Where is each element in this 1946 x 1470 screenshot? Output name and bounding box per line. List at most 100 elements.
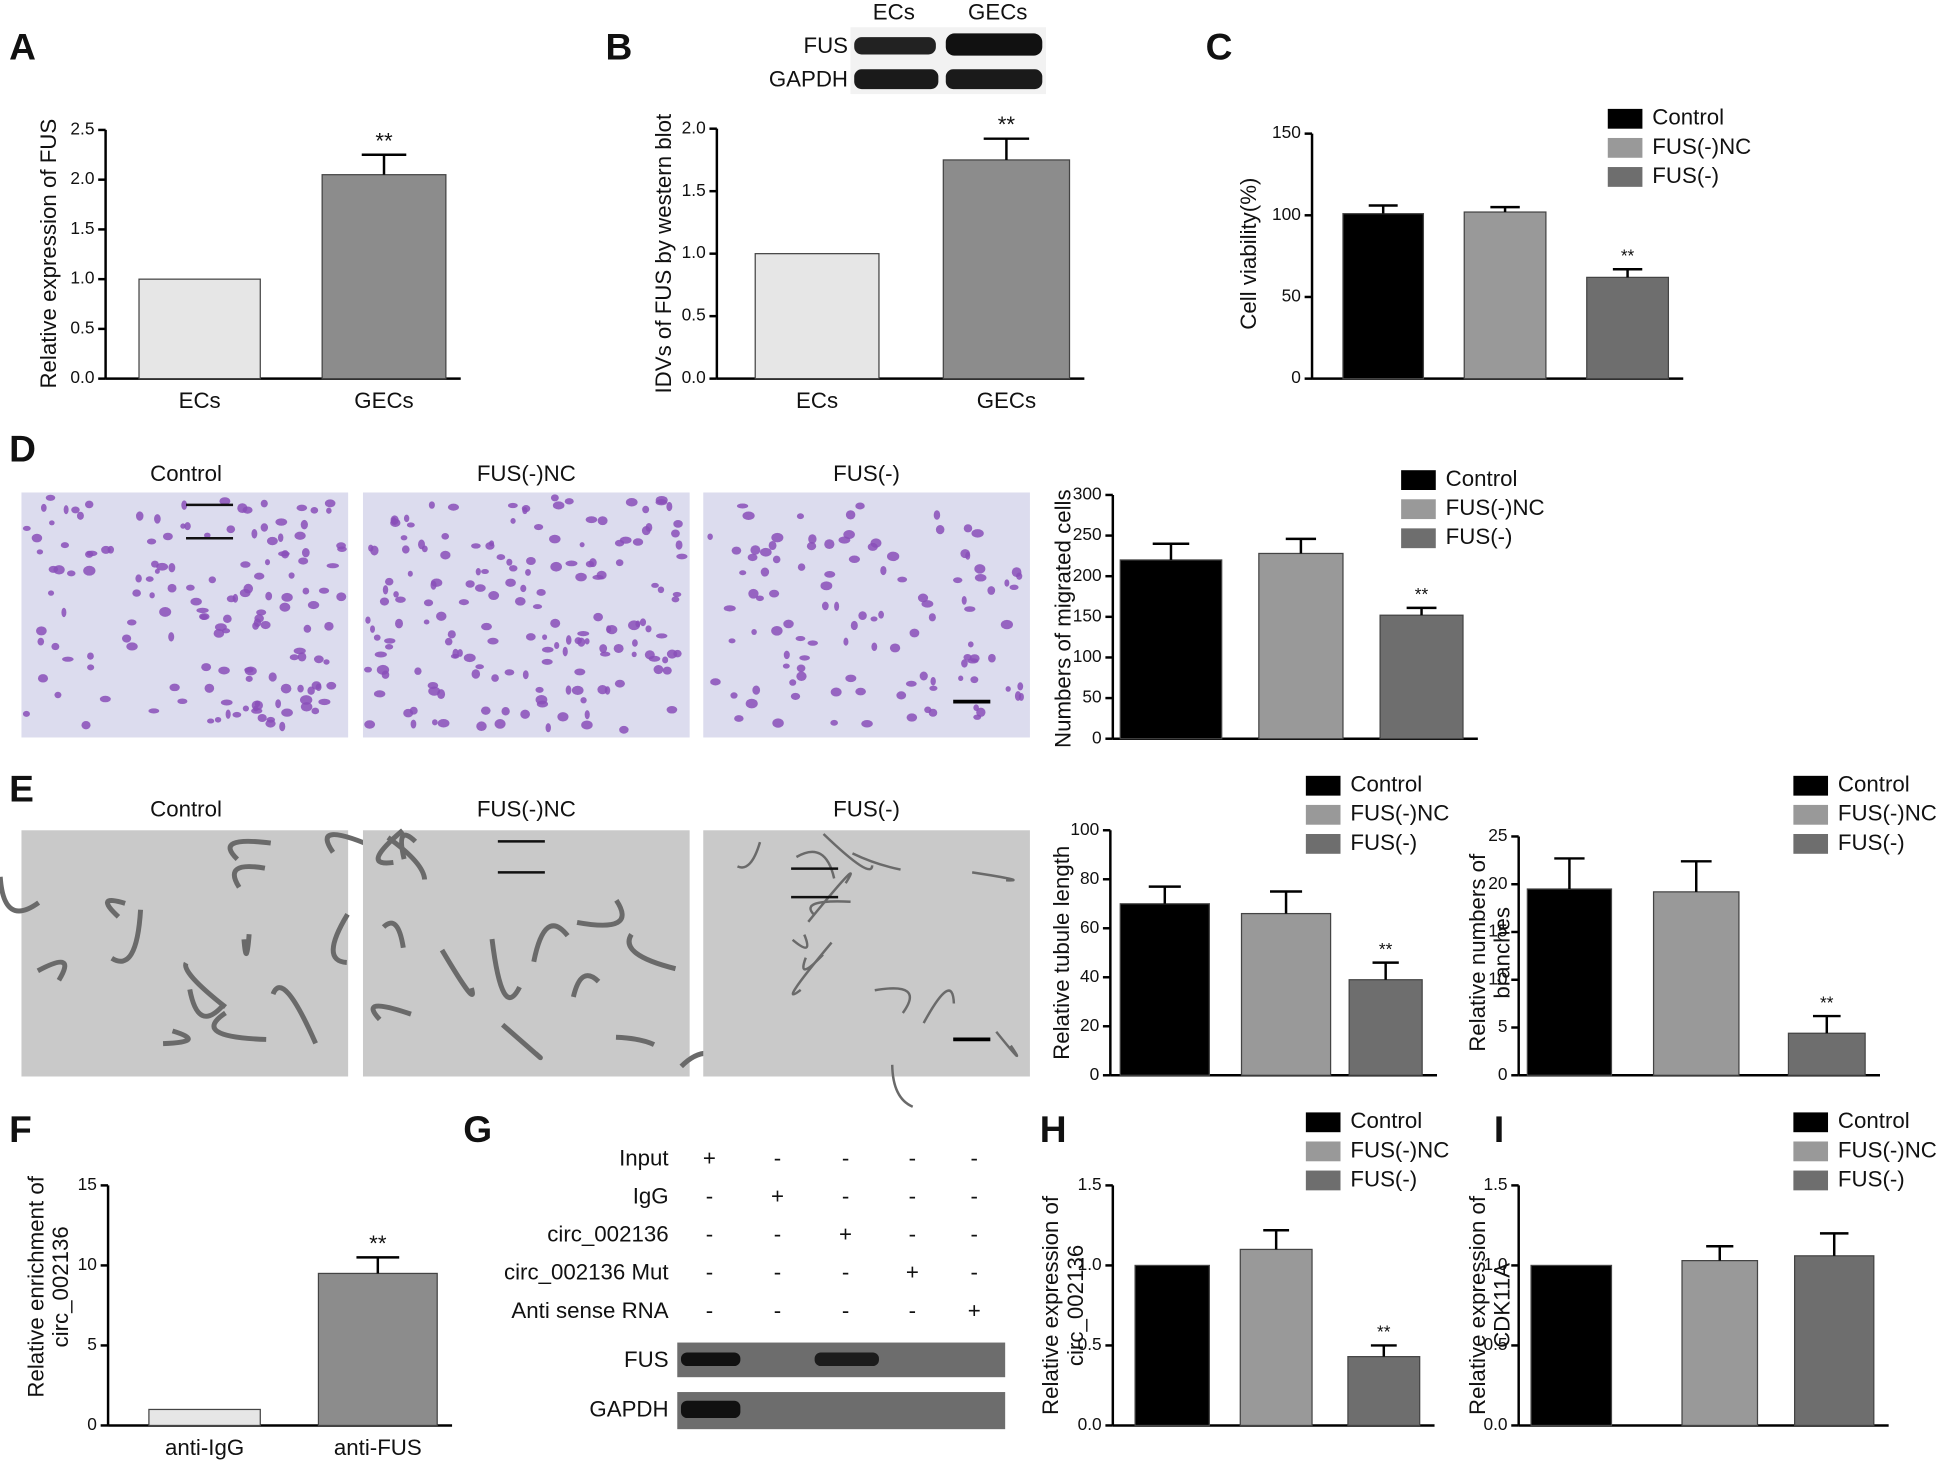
- cell: [772, 718, 784, 728]
- cell: [243, 583, 254, 594]
- bar: [1379, 614, 1464, 740]
- x-tick-label: anti-FUS: [334, 1435, 422, 1460]
- cell: [260, 499, 268, 508]
- row-label: circ_002136 Mut: [504, 1260, 669, 1285]
- cell: [265, 719, 276, 728]
- cell: [364, 720, 376, 729]
- y-axis-label: branches: [1490, 907, 1515, 999]
- cell: [906, 713, 918, 722]
- y-tick-label: 300: [1073, 484, 1102, 504]
- cell: [535, 686, 544, 693]
- cell: [481, 569, 489, 575]
- cell: [574, 668, 586, 676]
- cell: [475, 664, 484, 670]
- cell: [84, 500, 94, 509]
- y-tick-label: 1.5: [1483, 1174, 1507, 1194]
- cell: [845, 674, 857, 683]
- cell: [830, 687, 842, 697]
- cell: [619, 536, 632, 544]
- cell: [584, 710, 590, 720]
- cell: [232, 711, 242, 718]
- y-tick-label: 2.0: [682, 117, 706, 137]
- cell: [824, 571, 836, 578]
- tube: [187, 988, 226, 1019]
- cell: [204, 532, 211, 539]
- cell: [61, 607, 67, 618]
- cell: [504, 669, 515, 676]
- cell: [909, 628, 920, 638]
- legend-label: FUS(-)NC: [1446, 495, 1545, 520]
- y-axis-label: CDK11A: [1490, 1263, 1515, 1348]
- cell: [657, 586, 665, 594]
- cell: [919, 671, 928, 681]
- y-tick-label: 80: [1080, 868, 1099, 888]
- micrograph: [362, 492, 690, 738]
- bar: [1526, 888, 1613, 1076]
- cell: [457, 649, 463, 657]
- blot-band: [854, 37, 936, 55]
- cell: [299, 695, 313, 705]
- cell: [37, 674, 49, 683]
- cell: [525, 633, 536, 641]
- tube: [615, 1034, 656, 1047]
- panel-label: I: [1494, 1108, 1504, 1150]
- cell: [961, 659, 968, 668]
- cell: [214, 716, 222, 723]
- tube: [791, 934, 809, 949]
- cell: [549, 534, 561, 544]
- x-tick-label: GECs: [354, 388, 413, 413]
- y-tick-label: 150: [1272, 122, 1301, 142]
- y-tick-label: 20: [1080, 1015, 1099, 1035]
- cell: [855, 502, 865, 510]
- cell: [929, 685, 938, 691]
- cell: [400, 535, 408, 541]
- panel-label: H: [1040, 1108, 1067, 1150]
- legend-swatch: [1607, 167, 1643, 187]
- cell: [281, 592, 293, 602]
- cell: [928, 613, 936, 622]
- cell: [385, 644, 394, 650]
- cell: [401, 545, 410, 554]
- cell: [550, 618, 561, 628]
- cell: [625, 497, 638, 507]
- legend-swatch: [1793, 833, 1829, 854]
- bar: [754, 253, 880, 380]
- blot-band: [814, 1352, 879, 1367]
- cell: [297, 684, 304, 693]
- tube: [890, 1064, 914, 1108]
- cell: [190, 597, 202, 606]
- y-axis-label: circ_002136: [48, 1226, 73, 1347]
- blot-row: FUS: [803, 33, 848, 58]
- cell: [447, 630, 456, 639]
- cell: [323, 659, 330, 665]
- cell: [808, 534, 817, 544]
- y-tick-label: 10: [1488, 968, 1507, 988]
- cell: [730, 692, 738, 699]
- cell: [751, 628, 757, 635]
- cell: [510, 518, 516, 524]
- cell: [574, 637, 582, 645]
- y-axis-label: Relative tubule length: [1049, 846, 1074, 1060]
- bar: [321, 174, 447, 380]
- legend-swatch: [1793, 1170, 1829, 1191]
- lane-mark: +: [839, 1222, 852, 1247]
- cell: [146, 538, 157, 545]
- cell: [552, 501, 565, 510]
- legend-label: FUS(-)NC: [1350, 801, 1449, 826]
- cell: [374, 651, 387, 658]
- tube: [0, 876, 41, 914]
- blot-row: GAPDH: [589, 1396, 668, 1421]
- tube: [183, 961, 228, 1010]
- significance: **: [998, 112, 1016, 137]
- cell: [974, 564, 986, 574]
- cell: [294, 531, 306, 540]
- cell: [444, 637, 453, 646]
- y-tick-label: 20: [1488, 873, 1507, 893]
- y-tick-label: 15: [1488, 921, 1507, 941]
- cell: [550, 494, 559, 502]
- y-tick-label: 1.5: [70, 218, 94, 238]
- cell: [676, 553, 688, 560]
- cell: [336, 542, 346, 550]
- y-axis-label: Relative expression of: [1465, 1195, 1490, 1415]
- cell: [275, 699, 282, 709]
